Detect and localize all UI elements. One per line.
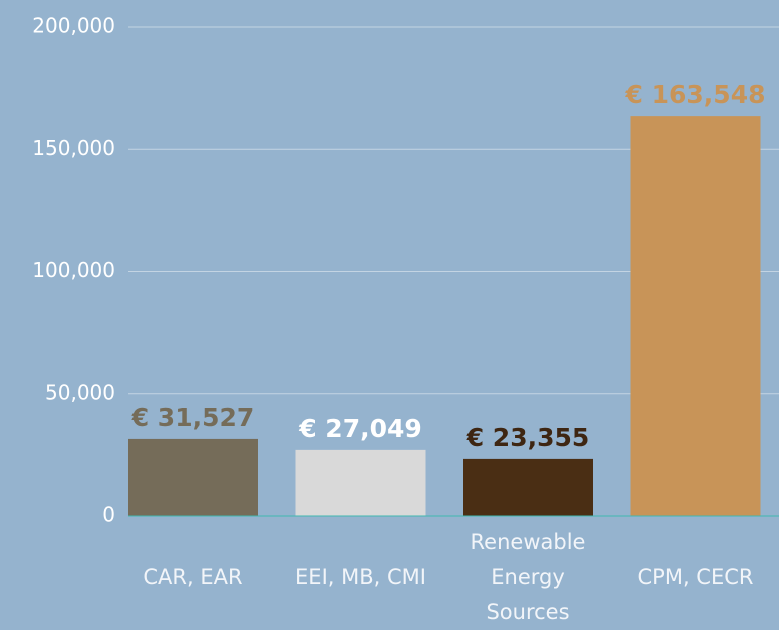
y-tick-label: 50,000 [45, 380, 115, 404]
value-label: € 31,527 [131, 403, 255, 432]
y-tick-label: 150,000 [32, 136, 115, 160]
bar [296, 450, 426, 516]
y-tick-label: 100,000 [32, 258, 115, 282]
chart: 0 50,000 100,000 150,000 200,000 € 31,527 € 27… [0, 0, 779, 625]
value-label: € 27,049 [298, 414, 422, 443]
x-tick-label: EEI, MB, CMI [281, 538, 441, 616]
x-tick-label: CPM, CECR [616, 538, 776, 616]
x-tick-label: CAR, EAR [113, 538, 273, 616]
bar [463, 459, 593, 516]
page: {"chart_data": {"type": "bar", "categori… [0, 0, 779, 625]
bar [631, 116, 761, 516]
value-label: € 163,548 [625, 80, 766, 109]
bar [128, 439, 258, 516]
y-tick-label: 0 [102, 503, 115, 527]
y-tick-label: 200,000 [32, 14, 115, 38]
x-tick-label: Renewable Energy Sources [468, 538, 588, 616]
value-label: € 23,355 [466, 423, 590, 452]
